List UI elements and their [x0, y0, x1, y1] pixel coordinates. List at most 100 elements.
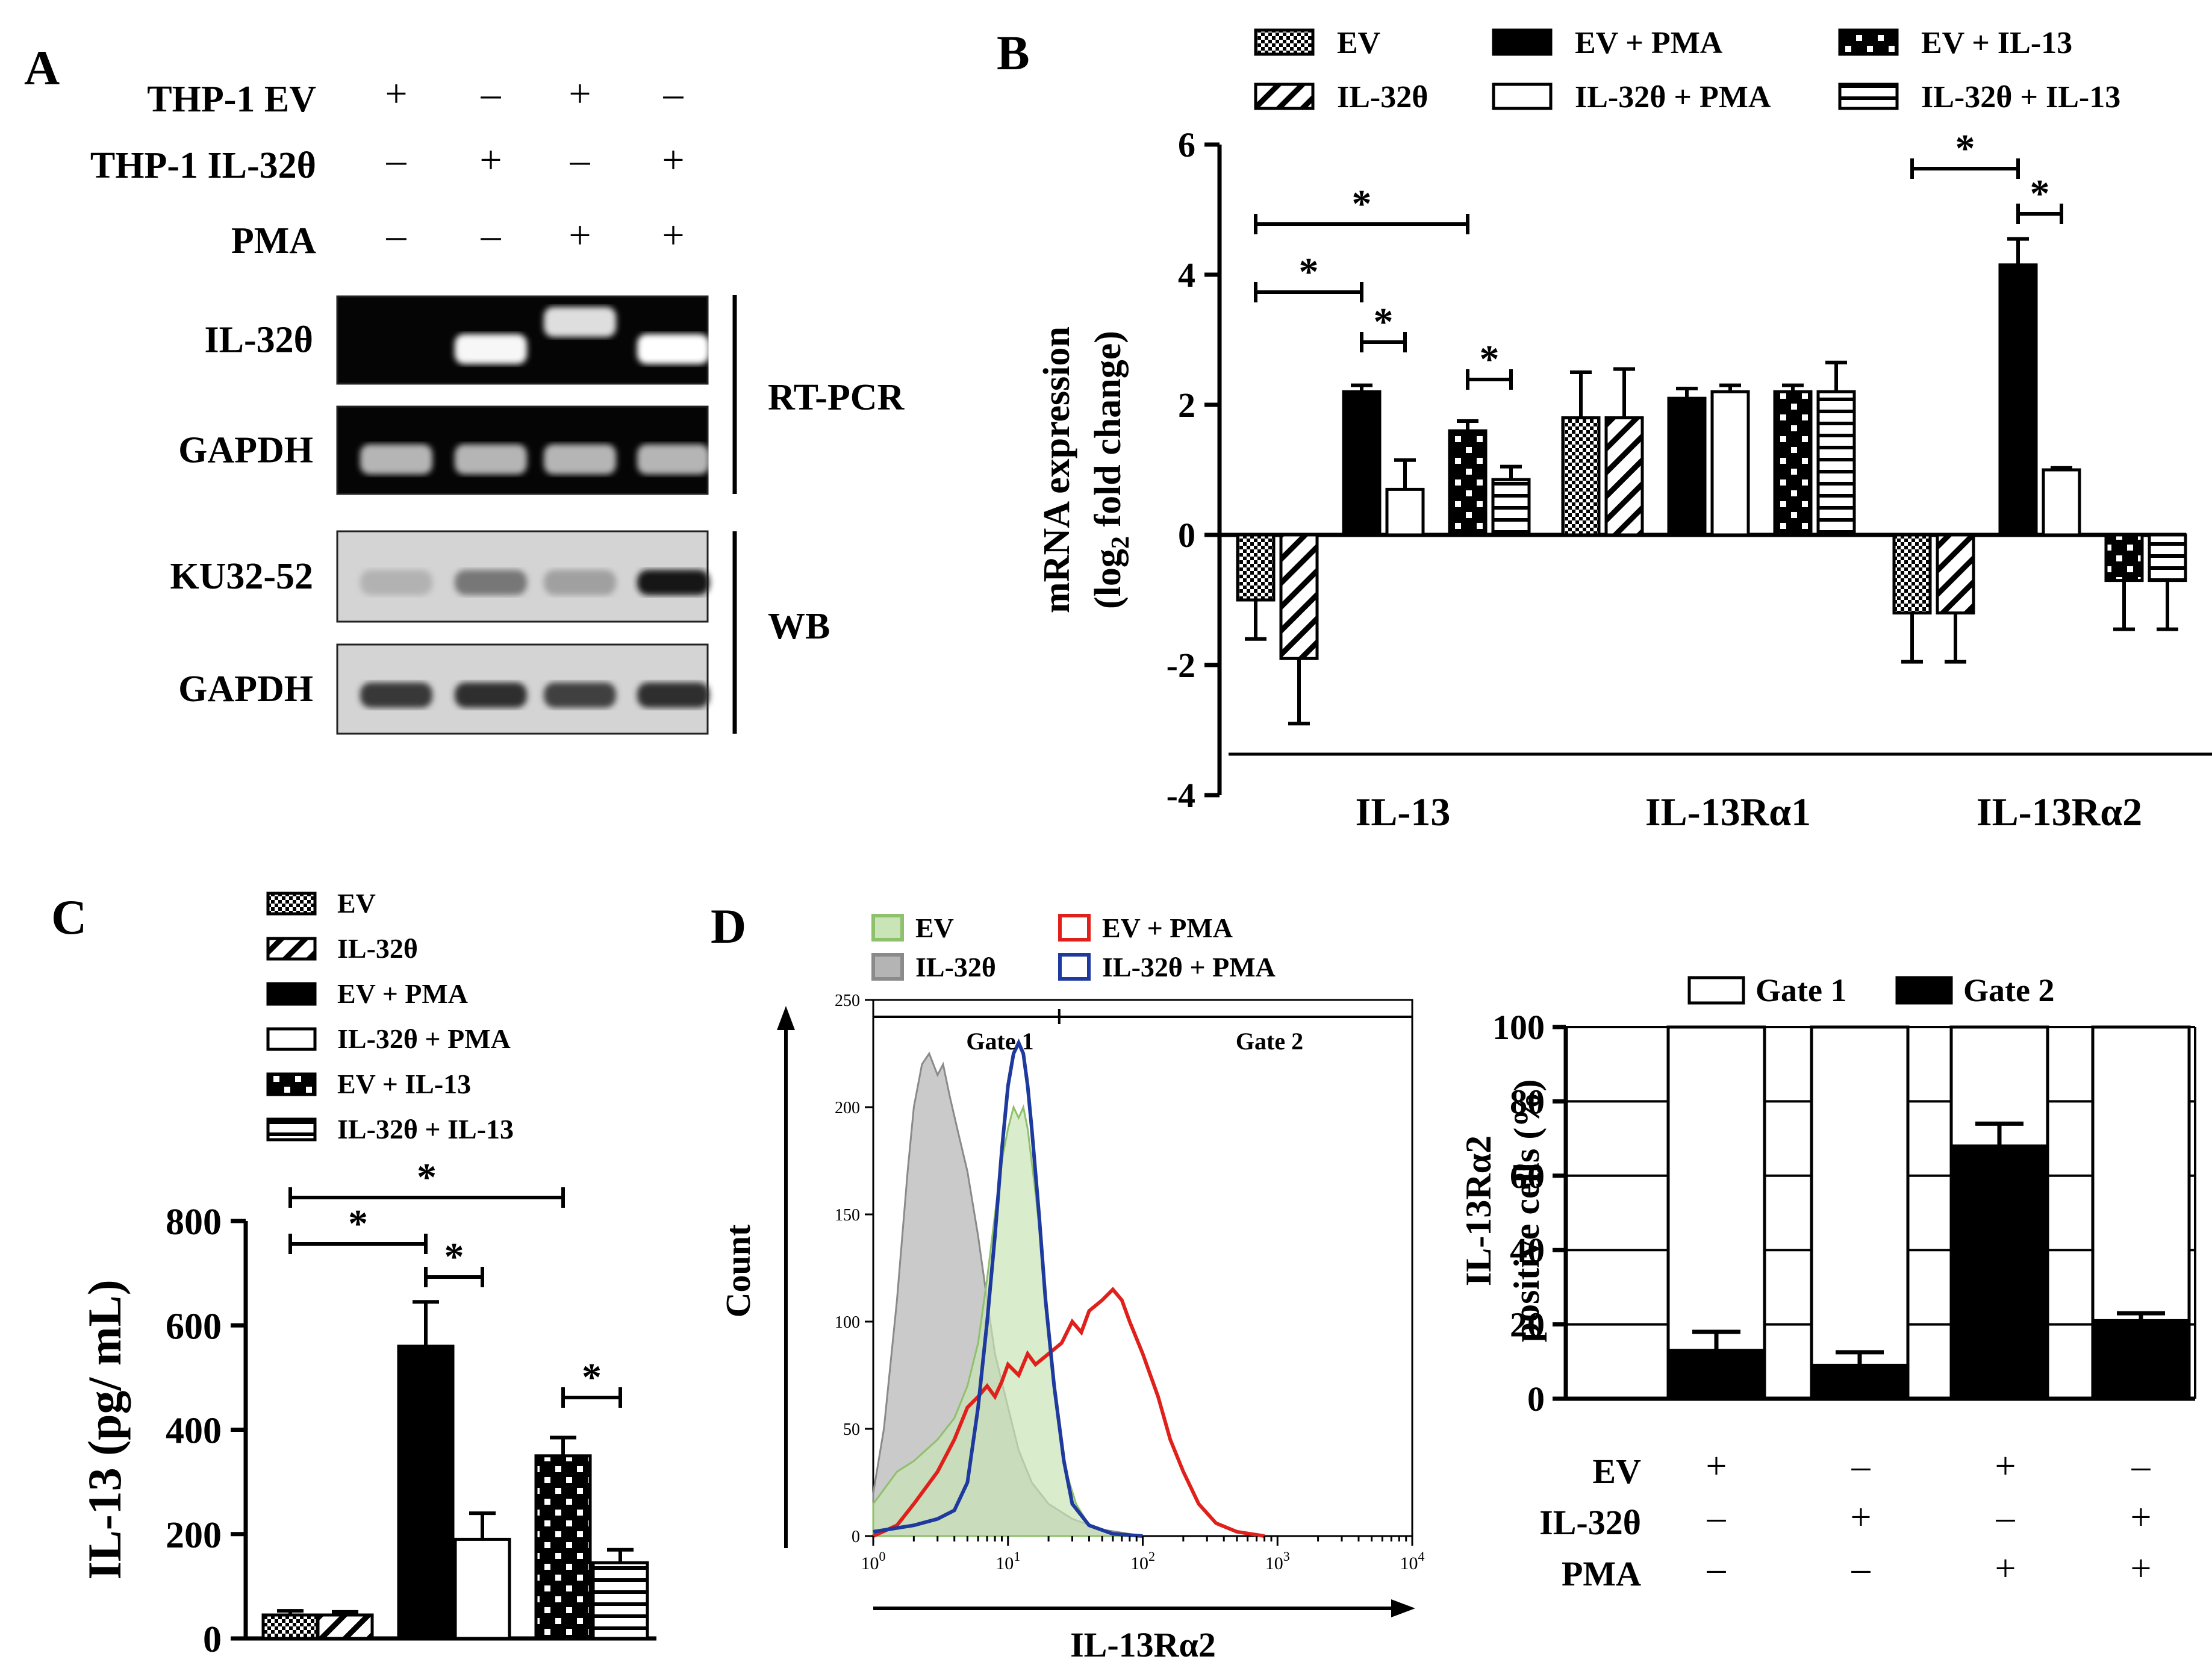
- bar: [261, 1613, 319, 1640]
- legend-label: IL-32θ + PMA: [337, 1023, 511, 1054]
- legend-label: IL-32θ + IL-13: [337, 1114, 514, 1145]
- panel-a-sign: +: [569, 213, 591, 257]
- panel-a-sign: –: [570, 138, 591, 182]
- x-category-label: IL-13: [1356, 790, 1451, 834]
- blot-band: [544, 307, 616, 337]
- panel-label-d: D: [711, 899, 746, 954]
- bar: [534, 1454, 592, 1640]
- y-tick-label: 60: [1510, 1157, 1545, 1196]
- panel-a-gel: THP-1 EV + – + – THP-1 IL-32θ – + – + PMA – – + + IL-32…: [90, 72, 905, 735]
- legend-swatch: [1254, 28, 1315, 56]
- legend-swatch: [1058, 914, 1091, 942]
- histogram-series-EV + PMA: [872, 1287, 1265, 1538]
- condition-sign: –: [1707, 1497, 1727, 1538]
- condition-sign: –: [1707, 1548, 1727, 1589]
- x-category-label: IL-13Rα2: [1977, 790, 2142, 834]
- legend-swatch: [1838, 83, 1899, 110]
- bar: [1561, 416, 1601, 537]
- y-tick-label: 200: [835, 1099, 860, 1117]
- legend-swatch: [871, 914, 904, 942]
- significance-bracket-star: *: [1955, 126, 1975, 170]
- blot-label: GAPDH: [178, 430, 313, 471]
- blot-band: [637, 682, 709, 708]
- blot-band: [637, 570, 709, 595]
- condition-sign: +: [2131, 1497, 2152, 1538]
- legend-swatch: [871, 953, 904, 981]
- legend-swatch: [266, 982, 317, 1006]
- bar: [1773, 390, 1813, 537]
- legend-label: EV: [915, 913, 954, 943]
- condition-sign: +: [2131, 1548, 2152, 1589]
- bar-gate-2: [1949, 1144, 2049, 1401]
- significance-bracket-star: *: [2030, 172, 2050, 216]
- legend-label: EV + PMA: [1102, 913, 1233, 943]
- significance-bracket-star: *: [1299, 250, 1319, 294]
- significance-bracket-star: *: [1480, 337, 1500, 381]
- legend-label: EV + PMA: [1575, 26, 1723, 60]
- condition-label: EV: [1592, 1452, 1641, 1491]
- bar: [2148, 533, 2187, 582]
- legend-label: EV + IL-13: [337, 1069, 471, 1099]
- bar: [397, 1345, 455, 1640]
- y-tick-label: 200: [166, 1515, 222, 1556]
- y-axis-label: Count: [718, 1224, 758, 1317]
- y-tick-label: 0: [1527, 1379, 1545, 1419]
- panel-d-stacked-chart: Gate 1 Gate 2 100 80 60 40 20 0 IL-13Rα2 positive…: [1459, 972, 2196, 1593]
- x-category-label: IL-13Rα1: [1645, 790, 1811, 834]
- bar: [453, 1537, 511, 1640]
- blot-band: [455, 334, 527, 364]
- y-tick-label: 6: [1178, 125, 1195, 164]
- x-tick-exp: 4: [1418, 1549, 1425, 1564]
- significance-bracket-star: *: [417, 1155, 437, 1199]
- blot-band: [544, 444, 616, 475]
- bar-gate-1: [2091, 1025, 2191, 1322]
- legend-swatch: [266, 1117, 317, 1142]
- y-tick-label: 50: [843, 1420, 860, 1439]
- y-tick-label: 250: [835, 992, 860, 1010]
- y-tick-label: 0: [852, 1528, 860, 1546]
- condition-sign: –: [1851, 1446, 1871, 1487]
- panel-a-sign: +: [662, 138, 684, 182]
- y-tick-label: 0: [1178, 516, 1195, 555]
- histogram-series-IL-32θ + PMA: [873, 1038, 1143, 1538]
- condition-sign: +: [1995, 1446, 2016, 1487]
- panel-label-a: A: [24, 40, 60, 95]
- blot-band: [360, 570, 432, 595]
- blot-label: GAPDH: [178, 669, 313, 710]
- bar-gate-2: [1666, 1349, 1766, 1401]
- blot-band: [455, 444, 527, 475]
- panel-a-sign: –: [663, 72, 684, 116]
- bar: [1385, 487, 1425, 537]
- panel-a-row-label: THP-1 IL-32θ: [90, 145, 316, 186]
- x-tick-base: 10: [995, 1554, 1014, 1573]
- blot-band: [637, 334, 709, 364]
- y-tick-label: 0: [203, 1619, 222, 1660]
- bar-gate-2: [2091, 1319, 2191, 1401]
- condition-sign: +: [1851, 1497, 1872, 1538]
- significance-bracket-star: *: [582, 1355, 602, 1399]
- x-tick-label: 100: [861, 1549, 886, 1573]
- y-tick-label: -2: [1167, 646, 1195, 685]
- bar: [2042, 468, 2081, 537]
- significance-bracket-star: *: [444, 1235, 464, 1279]
- bar: [1710, 390, 1750, 537]
- bar: [1998, 263, 2038, 537]
- bar: [1892, 533, 1932, 615]
- condition-sign: +: [1706, 1446, 1727, 1487]
- legend-label: IL-32θ + PMA: [1102, 952, 1276, 982]
- condition-label: PMA: [1562, 1554, 1641, 1593]
- bar: [1936, 533, 1975, 615]
- legend-label: EV: [1337, 26, 1380, 60]
- legend-swatch: [266, 892, 317, 916]
- blot-band: [455, 682, 527, 708]
- blot-band: [360, 444, 432, 475]
- legend-label: EV + PMA: [337, 978, 468, 1009]
- bar: [591, 1561, 649, 1640]
- condition-sign: –: [2131, 1446, 2151, 1487]
- x-tick-base: 10: [1130, 1554, 1148, 1573]
- x-tick-label: 101: [995, 1549, 1020, 1573]
- x-tick-base: 10: [861, 1554, 879, 1573]
- y-axis-label-subscript: 2: [1107, 536, 1135, 549]
- y-tick-label: 20: [1510, 1305, 1545, 1345]
